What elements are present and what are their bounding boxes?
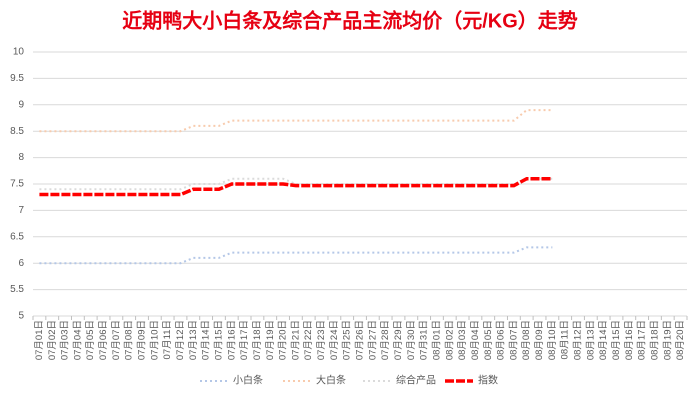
x-tick-label: 07月14日 [201, 320, 212, 360]
x-tick-label: 08月20日 [675, 320, 686, 360]
y-tick-label: 10 [13, 47, 25, 58]
x-tick-label: 07月29日 [393, 320, 404, 360]
x-tick-label: 07月09日 [137, 320, 148, 360]
x-tick-label: 07月02日 [47, 320, 58, 360]
x-tick-label: 08月02日 [444, 320, 455, 360]
x-tick-label: 08月01日 [431, 320, 442, 360]
x-tick-label: 08月09日 [534, 320, 545, 360]
series-line [39, 109, 553, 133]
x-tick-label: 08月19日 [662, 320, 673, 360]
legend-label: 指数 [478, 374, 498, 387]
x-tick-label: 07月20日 [278, 320, 289, 360]
x-tick-label: 08月12日 [573, 320, 584, 360]
x-tick-label: 07月16日 [226, 320, 237, 360]
x-tick-label: 07月30日 [406, 320, 417, 360]
x-tick-label: 08月17日 [637, 320, 648, 360]
x-tick-label: 07月18日 [252, 320, 263, 360]
x-tick-label: 08月16日 [624, 320, 635, 360]
x-tick-label: 07月23日 [316, 320, 327, 360]
x-tick-label: 07月07日 [111, 320, 122, 360]
x-tick-label: 08月06日 [496, 320, 507, 360]
x-tick-label: 07月01日 [34, 320, 45, 360]
y-tick-label: 5.5 [10, 284, 24, 295]
chart-title: 近期鸭大小白条及综合产品主流均价（元/KG）走势 [122, 8, 578, 32]
x-tick-label: 08月18日 [649, 320, 660, 360]
y-tick-label: 8.5 [10, 126, 24, 137]
legend-label: 小白条 [233, 374, 263, 387]
y-tick-label: 5 [18, 311, 24, 322]
x-tick-label: 08月13日 [585, 320, 596, 360]
x-tick-label: 08月08日 [521, 320, 532, 360]
x-tick-label: 08月10日 [547, 320, 558, 360]
x-tick-label: 07月27日 [367, 320, 378, 360]
x-tick-label: 08月03日 [457, 320, 468, 360]
x-tick-label: 07月31日 [419, 320, 430, 360]
y-tick-label: 8 [18, 152, 24, 163]
x-tick-label: 07月03日 [60, 320, 71, 360]
x-tick-label: 07月04日 [72, 320, 83, 360]
y-tick-label: 6 [18, 258, 24, 269]
x-tick-label: 07月10日 [149, 320, 160, 360]
y-tick-label: 9.5 [10, 73, 24, 84]
y-tick-label: 9 [18, 99, 24, 110]
legend-label: 综合产品 [396, 374, 436, 387]
x-tick-label: 08月07日 [508, 320, 519, 360]
series-line [39, 176, 553, 197]
y-tick-label: 6.5 [10, 231, 24, 242]
x-tick-label: 07月21日 [290, 320, 301, 360]
x-tick-label: 08月15日 [611, 320, 622, 360]
x-tick-label: 07月22日 [303, 320, 314, 360]
x-tick-label: 07月28日 [380, 320, 391, 360]
series-line [39, 246, 553, 265]
x-tick-label: 08月04日 [470, 320, 481, 360]
x-tick-label: 07月13日 [188, 320, 199, 360]
x-tick-label: 07月11日 [162, 320, 173, 359]
x-tick-label: 08月05日 [483, 320, 494, 360]
x-tick-label: 07月06日 [98, 320, 109, 360]
x-tick-label: 08月14日 [598, 320, 609, 360]
x-tick-label: 07月08日 [124, 320, 135, 360]
x-tick-label: 07月12日 [175, 320, 186, 360]
x-tick-label: 07月25日 [342, 320, 353, 360]
x-tick-label: 07月15日 [213, 320, 224, 360]
legend-label: 大白条 [316, 374, 346, 387]
y-tick-label: 7 [18, 205, 24, 216]
x-tick-label: 08月11日 [560, 320, 571, 359]
y-tick-label: 7.5 [10, 179, 24, 190]
x-tick-label: 07月26日 [355, 320, 366, 360]
x-tick-label: 07月17日 [239, 320, 250, 360]
x-tick-label: 07月24日 [329, 320, 340, 360]
x-tick-label: 07月05日 [85, 320, 96, 360]
x-tick-label: 07月19日 [265, 320, 276, 360]
